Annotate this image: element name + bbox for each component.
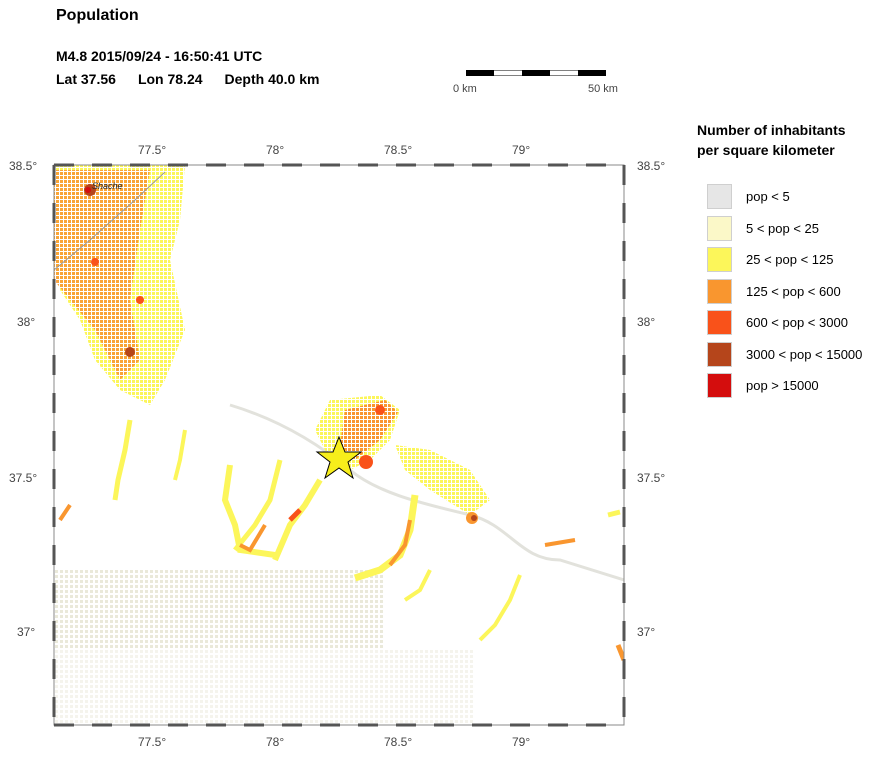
left-lat-tick: 37° <box>17 625 36 639</box>
legend-item: pop < 5 <box>707 184 878 210</box>
scale-right-label: 50 km <box>588 83 618 95</box>
legend-title-line1: Number of inhabitants <box>697 122 846 138</box>
population-layer <box>54 165 624 725</box>
legend-item: 3000 < pop < 15000 <box>707 341 878 368</box>
legend-item: 5 < pop < 25 <box>707 215 878 242</box>
legend-swatch <box>707 184 732 209</box>
left-lat-tick: 37.5° <box>9 471 38 485</box>
top-lon-tick: 78.5° <box>384 143 413 157</box>
legend-swatch <box>707 373 732 398</box>
legend-swatch <box>707 310 732 335</box>
legend-label: 3000 < pop < 15000 <box>746 346 863 362</box>
left-lat-tick: 38° <box>17 315 36 329</box>
right-lat-tick: 38.5° <box>637 159 666 173</box>
legend-swatch <box>707 278 732 304</box>
right-lat-tick: 37.5° <box>637 471 666 485</box>
legend-label: pop < 5 <box>746 189 790 204</box>
legend-title: Number of inhabitants per square kilomet… <box>697 120 867 160</box>
event-location: Lat 37.56 Lon 78.24 Depth 40.0 km <box>56 71 341 87</box>
top-lon-tick: 77.5° <box>138 143 167 157</box>
longitude-value: Lon 78.24 <box>137 71 203 87</box>
scale-bar <box>466 70 606 76</box>
legend-label: 25 < pop < 125 <box>746 252 834 267</box>
legend-item: 600 < pop < 3000 <box>707 310 878 336</box>
bottom-lon-tick: 79° <box>512 735 531 749</box>
event-summary: M4.8 2015/09/24 - 16:50:41 UTC <box>56 48 263 64</box>
legend-item: 25 < pop < 125 <box>707 247 878 273</box>
legend-swatch <box>707 247 732 272</box>
scale-left-label: 0 km <box>453 83 477 95</box>
city-label-shache: Shache <box>92 181 123 191</box>
right-lat-tick: 38° <box>637 315 656 329</box>
latitude-value: Lat 37.56 <box>56 71 116 87</box>
legend-swatch <box>707 341 732 367</box>
legend-item: 125 < pop < 600 <box>707 278 878 305</box>
legend-label: 5 < pop < 25 <box>746 220 820 236</box>
right-lat-tick: 37° <box>637 625 656 639</box>
top-lon-tick: 79° <box>512 143 531 157</box>
top-lon-tick: 78° <box>266 143 285 157</box>
star-icon <box>315 435 363 480</box>
left-lat-tick: 38.5° <box>9 159 38 173</box>
depth-value: Depth 40.0 km <box>224 71 320 87</box>
map-border-dashes <box>52 163 626 727</box>
map-title: Population <box>56 7 139 24</box>
legend-label: 125 < pop < 600 <box>746 283 841 299</box>
bottom-lon-tick: 78.5° <box>384 735 413 749</box>
legend-label: pop > 15000 <box>746 378 819 393</box>
bottom-lon-tick: 77.5° <box>138 735 167 749</box>
legend-label: 600 < pop < 3000 <box>746 315 848 330</box>
legend-title-line2: per square kilometer <box>697 142 835 158</box>
legend-swatch <box>707 215 732 241</box>
legend-item: pop > 15000 <box>707 373 878 399</box>
bottom-lon-tick: 78° <box>266 735 285 749</box>
